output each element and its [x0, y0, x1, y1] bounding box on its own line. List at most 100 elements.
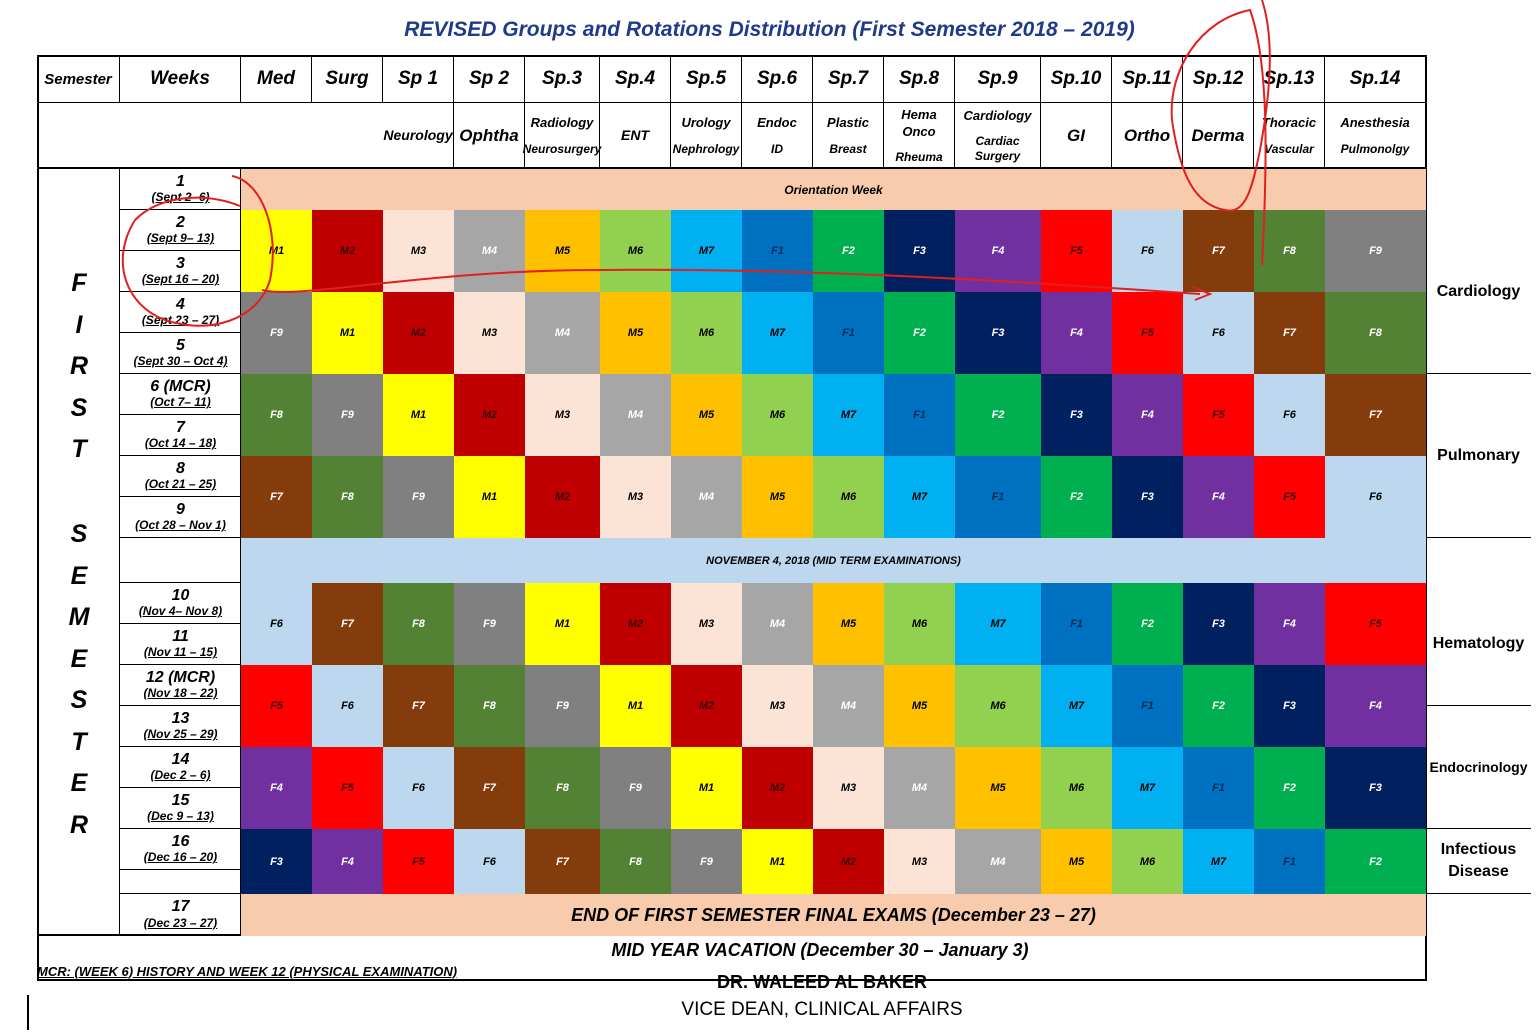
week-cell: 15 (Dec 9 – 13) [120, 788, 241, 829]
semester-letter: E [70, 769, 88, 797]
column-subheader: Urology Nephrology [671, 103, 742, 169]
rotation-cell: F1 [1254, 829, 1325, 894]
rotation-cell: M6 [671, 292, 742, 374]
subheader-line-2: Pulmonolgy [1340, 141, 1410, 156]
rotation-cell: F1 [1183, 747, 1254, 829]
week-cell: 3 (Sept 16 – 20) [120, 251, 241, 292]
semester-letter: R [69, 352, 89, 380]
week-dates: (Sept 9– 13) [146, 231, 215, 246]
semester-letter: S [70, 520, 88, 548]
rotation-cell: M6 [742, 374, 813, 456]
week-cell: 13 (Nov 25 – 29) [120, 706, 241, 747]
rotation-cell: F5 [241, 665, 312, 747]
rotation-cell: F9 [454, 583, 525, 665]
subheader-line-1: Derma [1191, 126, 1245, 146]
week-dates: (Dec 2 – 6) [150, 768, 211, 783]
subheader-line-2: Vascular [1264, 141, 1314, 156]
rotation-cell: F7 [1325, 374, 1426, 456]
rotation-cell: F1 [1041, 583, 1112, 665]
rotation-cell: F4 [312, 829, 383, 894]
subheader-line-2: Neurosurgery [522, 141, 602, 156]
week-dates: (Oct 28 – Nov 1) [135, 518, 226, 533]
week-dates: (Sept 30 – Oct 4) [133, 354, 228, 369]
midterm-week-blank [120, 538, 241, 583]
rotation-cell: M7 [955, 583, 1041, 665]
week-dates: (Dec 16 – 20) [143, 850, 218, 865]
column-header: Weeks [120, 55, 241, 103]
rotation-cell: F7 [241, 456, 312, 538]
rotation-cell: F2 [1183, 665, 1254, 747]
week-cell: 14 (Dec 2 – 6) [120, 747, 241, 788]
rotation-cell: M3 [454, 292, 525, 374]
rotation-cell: M4 [884, 747, 955, 829]
final-exams-band: END OF FIRST SEMESTER FINAL EXAMS (Decem… [241, 894, 1426, 936]
week-number: 7 [176, 418, 185, 436]
week-number: 9 [176, 500, 185, 518]
rotation-cell: M4 [813, 665, 884, 747]
week-dates: (Oct 14 – 18) [144, 436, 217, 451]
rotation-cell: F1 [742, 210, 813, 292]
rotation-cell: F5 [1183, 374, 1254, 456]
rotation-cell: F8 [525, 747, 600, 829]
subheader-line-1: Thoracic [1261, 115, 1317, 131]
rotation-cell: M5 [671, 374, 742, 456]
semester-letter: M [68, 603, 90, 631]
rotation-cell: M1 [383, 374, 454, 456]
rotation-cell: F1 [884, 374, 955, 456]
rotation-cell: F3 [1325, 747, 1426, 829]
rotation-cell: F2 [1254, 747, 1325, 829]
week-blank [120, 870, 241, 894]
rotation-cell: F1 [1112, 665, 1183, 747]
rotation-cell: F7 [1183, 210, 1254, 292]
column-header: Surg [312, 55, 383, 103]
rotation-cell: F2 [955, 374, 1041, 456]
rotation-cell: M4 [525, 292, 600, 374]
rotation-cell: F9 [1325, 210, 1426, 292]
rotation-cell: M2 [525, 456, 600, 538]
rotation-cell: F9 [312, 374, 383, 456]
column-subheader: Anesthesia Pulmonolgy [1325, 103, 1426, 169]
subheader-line-2: ID [771, 141, 783, 156]
rotation-cell: F5 [1325, 583, 1426, 665]
rotation-cell: M3 [525, 374, 600, 456]
side-label: Hematology [1426, 583, 1531, 706]
signature-title: VICE DEAN, CLINICAL AFFAIRS [681, 999, 963, 1020]
semester-letter: F [71, 269, 87, 297]
rotation-cell: M5 [742, 456, 813, 538]
column-subheader: Thoracic Vascular [1254, 103, 1325, 169]
rotation-cell: M2 [383, 292, 454, 374]
column-subheader: Plastic Breast [813, 103, 884, 169]
rotation-cell: M2 [742, 747, 813, 829]
rotation-cell: M7 [671, 210, 742, 292]
rotation-cell: M1 [600, 665, 671, 747]
week-dates: (Sept 2- 6) [151, 190, 210, 205]
rotation-cell: M4 [742, 583, 813, 665]
rotation-cell: F4 [241, 747, 312, 829]
week-cell: 7 (Oct 14 – 18) [120, 415, 241, 456]
subheader-line-1: Neurology [383, 127, 453, 144]
rotation-cell: F2 [1325, 829, 1426, 894]
week-cell: 5 (Sept 30 – Oct 4) [120, 333, 241, 374]
column-subheader: GI [1041, 103, 1112, 169]
rotation-cell: F8 [600, 829, 671, 894]
rotation-cell: F9 [671, 829, 742, 894]
rotation-cell: F5 [383, 829, 454, 894]
rotation-cell: M5 [813, 583, 884, 665]
orientation-band: Orientation Week [241, 169, 1426, 210]
rotation-cell: F8 [1254, 210, 1325, 292]
rotation-cell: F5 [1254, 456, 1325, 538]
week-number: 6 (MCR) [150, 377, 211, 395]
rotation-cell: F9 [383, 456, 454, 538]
rotation-cell: F9 [241, 292, 312, 374]
rotation-cell: M6 [955, 665, 1041, 747]
semester-letter: E [70, 644, 88, 673]
page-title: REVISED Groups and Rotations Distributio… [404, 18, 1135, 41]
rotation-cell: F6 [1254, 374, 1325, 456]
rotation-cell: M7 [1112, 747, 1183, 829]
semester-letter: S [70, 686, 88, 714]
column-header: Sp 2 [454, 55, 525, 103]
rotation-cell: F3 [1041, 374, 1112, 456]
rotation-cell: F8 [241, 374, 312, 456]
week-cell: 12 (MCR) (Nov 18 – 22) [120, 665, 241, 706]
week-number: 2 [176, 213, 185, 231]
